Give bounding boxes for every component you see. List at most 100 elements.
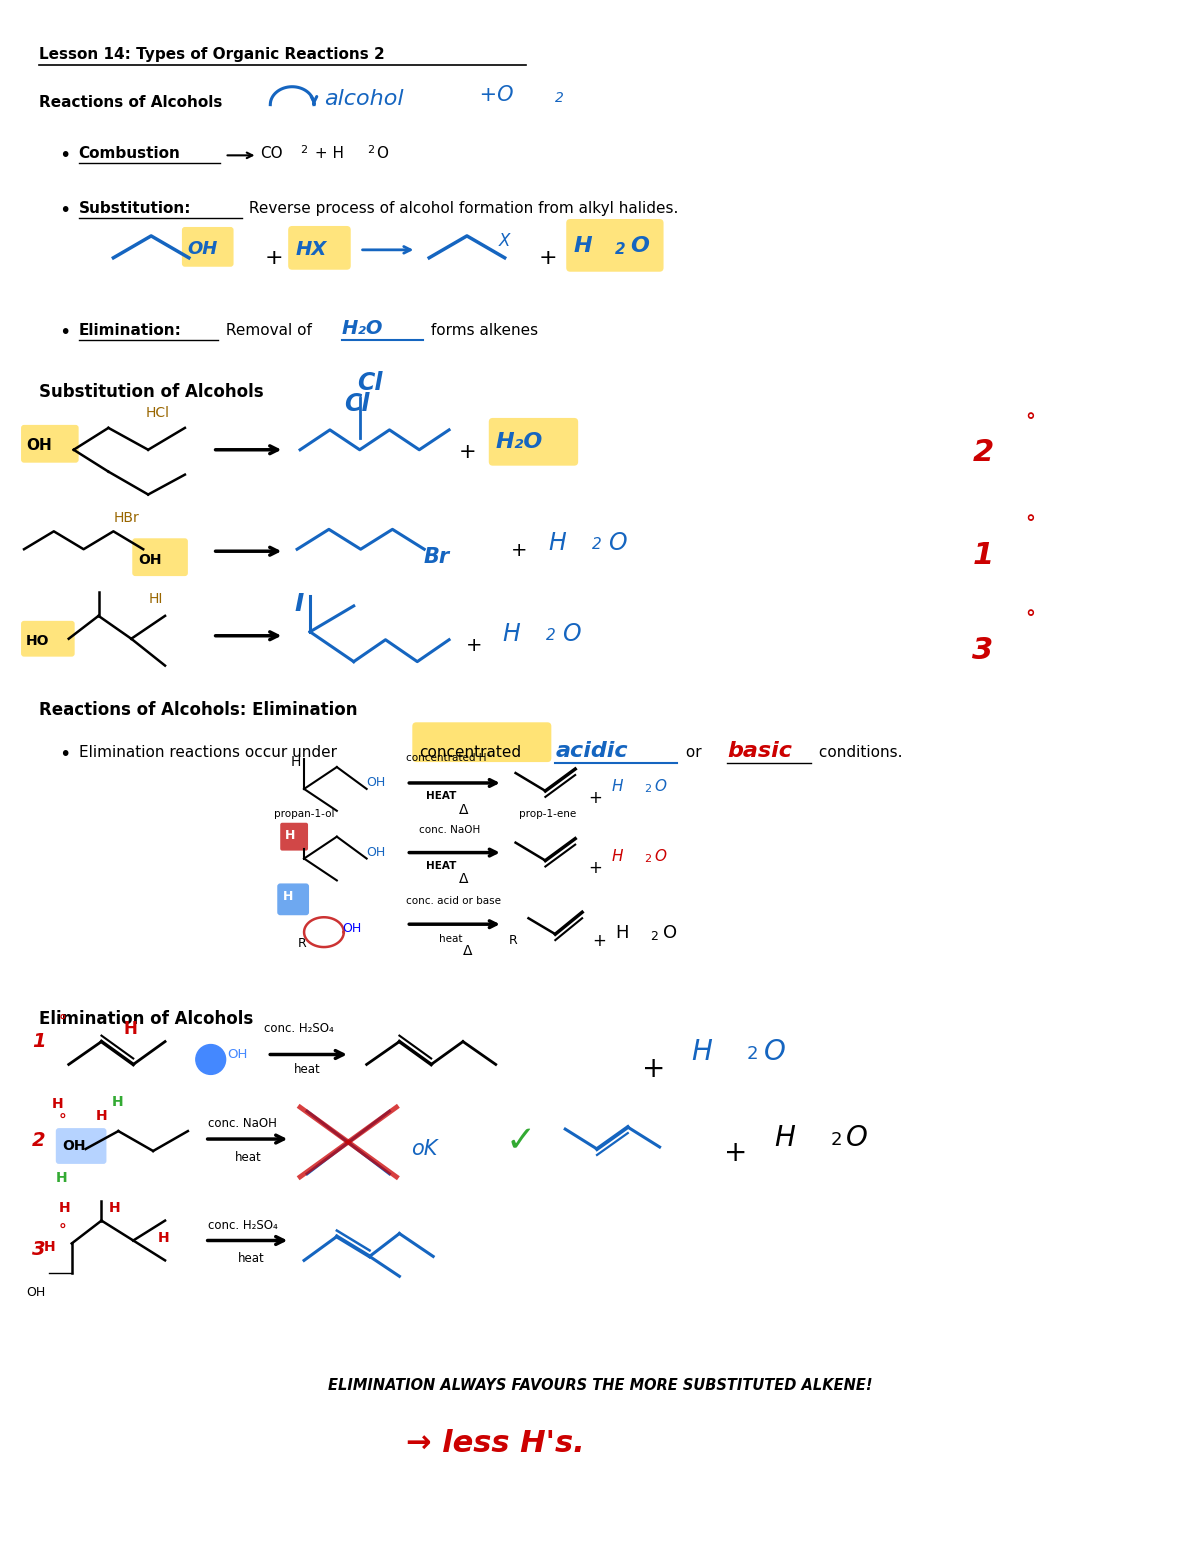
Text: O: O [846, 1124, 868, 1152]
Text: OH: OH [367, 776, 386, 789]
Text: 1: 1 [972, 542, 994, 570]
FancyBboxPatch shape [132, 539, 188, 576]
FancyBboxPatch shape [22, 621, 74, 657]
Text: OH: OH [187, 239, 217, 258]
FancyBboxPatch shape [413, 722, 551, 763]
Text: H₂O: H₂O [496, 432, 542, 452]
Text: 2: 2 [367, 146, 373, 155]
Text: Substitution:: Substitution: [79, 200, 191, 216]
FancyBboxPatch shape [277, 884, 310, 915]
Text: O: O [655, 848, 667, 863]
Text: 2: 2 [830, 1131, 842, 1149]
Text: Reactions of Alcohols: Elimination: Reactions of Alcohols: Elimination [38, 702, 358, 719]
FancyBboxPatch shape [288, 227, 350, 270]
Text: HX: HX [295, 239, 326, 259]
Text: H: H [283, 890, 294, 904]
Text: Substitution of Alcohols: Substitution of Alcohols [38, 384, 264, 401]
Text: H: H [56, 1171, 67, 1185]
Text: OH: OH [26, 1286, 46, 1300]
Text: H: H [112, 1095, 124, 1109]
Text: Δ: Δ [458, 873, 468, 887]
Text: heat: heat [238, 1252, 264, 1266]
Text: °: ° [59, 1114, 66, 1129]
Circle shape [196, 1045, 226, 1075]
Text: HBr: HBr [114, 511, 139, 525]
Text: °: ° [59, 1014, 66, 1030]
Text: H: H [614, 924, 629, 943]
Text: concentrated: concentrated [419, 745, 521, 759]
Text: +: + [588, 859, 602, 876]
Text: OH: OH [342, 922, 361, 935]
Text: +: + [511, 542, 527, 561]
Text: 2: 2 [614, 242, 625, 256]
Text: H: H [286, 829, 295, 842]
Text: H₂O: H₂O [342, 320, 383, 339]
Text: O: O [563, 621, 581, 646]
Text: H: H [59, 1200, 71, 1214]
Text: 2: 2 [649, 930, 658, 943]
Text: Δ: Δ [458, 803, 468, 817]
Text: Elimination of Alcohols: Elimination of Alcohols [38, 1009, 253, 1028]
Text: conc. H₂SO₄: conc. H₂SO₄ [264, 1022, 334, 1034]
Text: O: O [608, 531, 626, 556]
Text: H: H [124, 1020, 137, 1037]
Text: 3: 3 [32, 1241, 46, 1259]
Text: basic: basic [727, 741, 792, 761]
Text: •: • [59, 745, 70, 764]
Text: +: + [588, 789, 602, 808]
Text: propan-1-ol: propan-1-ol [275, 809, 335, 818]
Text: +: + [539, 248, 557, 267]
Text: ELIMINATION ALWAYS FAVOURS THE MORE SUBSTITUTED ALKENE!: ELIMINATION ALWAYS FAVOURS THE MORE SUBS… [328, 1378, 872, 1393]
Text: or: or [682, 745, 707, 759]
Text: oK: oK [412, 1138, 438, 1159]
Text: +: + [724, 1138, 748, 1166]
Text: Reverse process of alcohol formation from alkyl halides.: Reverse process of alcohol formation fro… [245, 200, 679, 216]
Text: °: ° [59, 1224, 66, 1239]
Text: H: H [44, 1241, 55, 1255]
Text: •: • [59, 200, 70, 221]
Text: 2: 2 [546, 627, 556, 643]
Text: 2: 2 [300, 146, 307, 155]
Text: H: H [574, 236, 592, 256]
Text: Br: Br [424, 547, 449, 567]
Text: HEAT: HEAT [426, 790, 456, 801]
FancyBboxPatch shape [566, 219, 664, 272]
Text: heat: heat [234, 1151, 262, 1165]
Text: HO: HO [26, 634, 49, 648]
Text: ✓: ✓ [505, 1124, 536, 1159]
Text: H: H [691, 1037, 713, 1065]
Text: 2: 2 [643, 784, 650, 794]
FancyBboxPatch shape [182, 227, 234, 267]
Text: 2: 2 [972, 438, 994, 467]
Text: R: R [509, 935, 517, 947]
Text: HI: HI [148, 592, 162, 606]
Text: forms alkenes: forms alkenes [426, 323, 539, 339]
Text: OH: OH [138, 553, 162, 567]
Text: +: + [466, 635, 482, 655]
Text: +: + [642, 1054, 665, 1082]
Text: + H: + H [310, 146, 344, 162]
Text: OH: OH [61, 1138, 85, 1152]
Text: Combustion: Combustion [79, 146, 180, 162]
Text: O: O [630, 236, 649, 256]
Text: Cl: Cl [356, 371, 383, 394]
Text: O: O [655, 780, 667, 794]
FancyBboxPatch shape [22, 426, 79, 463]
Text: 3: 3 [972, 635, 994, 665]
Text: H: H [612, 848, 624, 863]
Text: H: H [96, 1109, 107, 1123]
Text: concentrated H⁺: concentrated H⁺ [407, 753, 492, 763]
Text: conc. acid or base: conc. acid or base [407, 896, 502, 907]
Text: Δ: Δ [463, 944, 473, 958]
Text: alcohol: alcohol [324, 89, 403, 109]
FancyBboxPatch shape [56, 1127, 107, 1163]
Text: conc. NaOH: conc. NaOH [208, 1117, 277, 1131]
FancyBboxPatch shape [281, 823, 308, 851]
Text: O: O [662, 924, 677, 943]
Text: OH: OH [26, 438, 52, 453]
Text: Lesson 14: Types of Organic Reactions 2: Lesson 14: Types of Organic Reactions 2 [38, 47, 385, 62]
Text: H: H [503, 621, 521, 646]
Text: +O: +O [473, 85, 514, 104]
Text: H: H [52, 1098, 64, 1112]
Text: 2: 2 [556, 90, 564, 104]
